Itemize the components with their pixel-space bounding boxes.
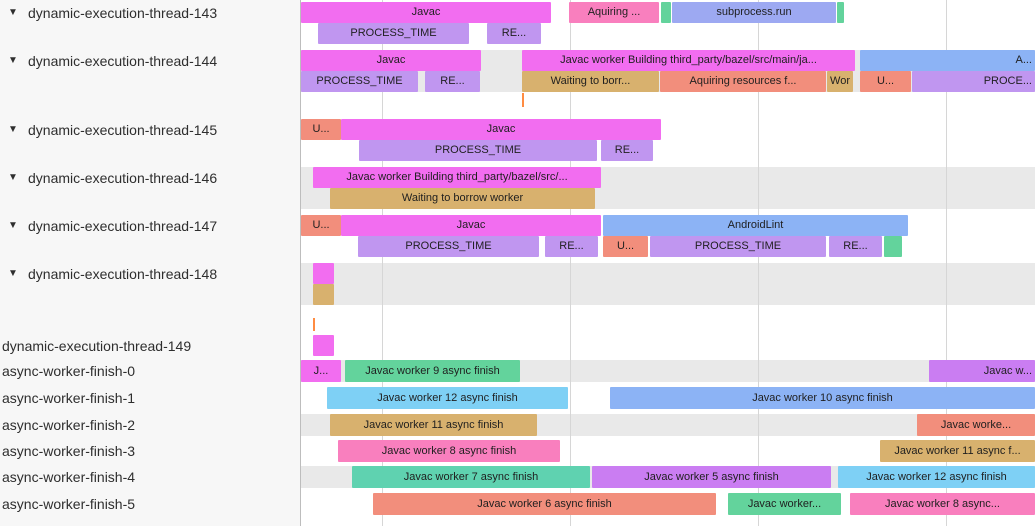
track-label-text: async-worker-finish-2: [2, 417, 136, 433]
track-label-async-worker-finish-1[interactable]: async-worker-finish-1: [0, 387, 300, 409]
timeline-span[interactable]: [661, 2, 671, 23]
track-label-text: dynamic-execution-thread-143: [28, 4, 218, 21]
timeline-span-process-time[interactable]: PROCESS_TIME: [318, 23, 469, 44]
track-label-text: async-worker-finish-5: [2, 496, 136, 512]
track-label-text: dynamic-execution-thread-147: [28, 217, 218, 234]
track-label-async-worker-finish-5[interactable]: async-worker-finish-5: [0, 493, 300, 515]
track-label-text: dynamic-execution-thread-146: [28, 169, 218, 186]
gridline: [382, 0, 383, 526]
track-label-text: async-worker-finish-4: [2, 469, 136, 485]
timeline-span-javac-worker-12-async-finish[interactable]: Javac worker 12 async finish: [838, 466, 1035, 488]
timeline-span-j-[interactable]: J...: [301, 360, 341, 382]
timeline-span-process-time[interactable]: PROCESS_TIME: [301, 71, 418, 92]
collapse-arrow-icon[interactable]: ▼: [8, 268, 18, 279]
track-label-text: dynamic-execution-thread-144: [28, 52, 218, 69]
timeline-span-javac-w-[interactable]: Javac w...: [929, 360, 1035, 382]
timeline-span-process-time[interactable]: PROCESS_TIME: [359, 140, 597, 161]
collapse-arrow-icon[interactable]: ▼: [8, 55, 18, 66]
timeline-span[interactable]: [313, 335, 334, 356]
track-label-dynamic-execution-thread-144[interactable]: ▼ dynamic-execution-thread-144: [0, 50, 300, 71]
timeline-span-javac[interactable]: Javac: [301, 2, 551, 23]
timeline-span-javac-worker-9-async-finish[interactable]: Javac worker 9 async finish: [345, 360, 520, 382]
timeline-span-javac-worker-7-async-finish[interactable]: Javac worker 7 async finish: [352, 466, 590, 488]
timeline-span-u-[interactable]: U...: [860, 71, 911, 92]
collapse-arrow-icon[interactable]: ▼: [8, 7, 18, 18]
timeline-span-process-time[interactable]: PROCESS_TIME: [358, 236, 539, 257]
timeline-span-javac[interactable]: Javac: [341, 215, 601, 236]
track-label-text: dynamic-execution-thread-148: [28, 265, 218, 282]
track-label-async-worker-finish-3[interactable]: async-worker-finish-3: [0, 440, 300, 462]
timeline-span-javac-worker-[interactable]: Javac worker...: [728, 493, 841, 515]
timeline-span-proce-[interactable]: PROCE...: [912, 71, 1035, 92]
track-label-async-worker-finish-2[interactable]: async-worker-finish-2: [0, 414, 300, 436]
timeline-span-u-[interactable]: U...: [301, 119, 341, 140]
track-label-text: async-worker-finish-0: [2, 363, 136, 379]
timeline-span-u-[interactable]: U...: [603, 236, 648, 257]
track-label-text: dynamic-execution-thread-149: [2, 337, 192, 354]
track-sidebar: ▼ dynamic-execution-thread-143 ▼ dynamic-ex…: [0, 0, 301, 526]
timeline-span-javac-worker-building-third-party-bazel-src-main-ja-[interactable]: Javac worker Building third_party/bazel/…: [522, 50, 855, 71]
gridline: [758, 0, 759, 526]
gridline: [570, 0, 571, 526]
track-label-text: async-worker-finish-3: [2, 443, 136, 459]
timeline-span-javac-worker-12-async-finish[interactable]: Javac worker 12 async finish: [327, 387, 568, 409]
timeline-span-waiting-to-borrow-worker[interactable]: Waiting to borrow worker: [330, 188, 595, 209]
timeline-span-javac-worker-6-async-finish[interactable]: Javac worker 6 async finish: [373, 493, 716, 515]
track-label-dynamic-execution-thread-149[interactable]: dynamic-execution-thread-149: [0, 335, 300, 356]
timeline-span[interactable]: [313, 284, 334, 305]
timeline-span-re-[interactable]: RE...: [487, 23, 541, 44]
timeline-span-javac-worker-building-third-party-bazel-src-[interactable]: Javac worker Building third_party/bazel/…: [313, 167, 601, 188]
collapse-arrow-icon[interactable]: ▼: [8, 172, 18, 183]
track-label-async-worker-finish-4[interactable]: async-worker-finish-4: [0, 466, 300, 488]
gridline: [946, 0, 947, 526]
timeline-span[interactable]: [884, 236, 902, 257]
timeline-span-process-time[interactable]: PROCESS_TIME: [650, 236, 826, 257]
timeline-span-waiting-to-borr-[interactable]: Waiting to borr...: [522, 71, 659, 92]
track-label-text: dynamic-execution-thread-145: [28, 121, 218, 138]
timeline-span[interactable]: [313, 263, 334, 284]
track-label-dynamic-execution-thread-146[interactable]: ▼ dynamic-execution-thread-146: [0, 167, 300, 188]
timeline-span-javac[interactable]: Javac: [341, 119, 661, 140]
timeline-span-androidlint[interactable]: AndroidLint: [603, 215, 908, 236]
timeline-span-aquiring-[interactable]: Aquiring ...: [569, 2, 659, 23]
track-label-dynamic-execution-thread-143[interactable]: ▼ dynamic-execution-thread-143: [0, 2, 300, 23]
timeline-span-u-[interactable]: U...: [301, 215, 341, 236]
timeline-span-javac-worke-[interactable]: Javac worke...: [917, 414, 1035, 436]
collapse-arrow-icon[interactable]: ▼: [8, 124, 18, 135]
track-label-dynamic-execution-thread-147[interactable]: ▼ dynamic-execution-thread-147: [0, 215, 300, 236]
collapse-arrow-icon[interactable]: ▼: [8, 220, 18, 231]
timeline-span-wor[interactable]: Wor: [827, 71, 853, 92]
timeline-span-re-[interactable]: RE...: [601, 140, 653, 161]
track-background: [301, 263, 1035, 305]
timeline-span[interactable]: [837, 2, 844, 23]
timeline-span-javac-worker-5-async-finish[interactable]: Javac worker 5 async finish: [592, 466, 831, 488]
timeline-span-javac-worker-8-async-[interactable]: Javac worker 8 async...: [850, 493, 1035, 515]
timeline-span-a-[interactable]: A...: [860, 50, 1035, 71]
timeline-span-javac-worker-11-async-f-[interactable]: Javac worker 11 async f...: [880, 440, 1035, 462]
timeline-span-javac[interactable]: Javac: [301, 50, 481, 71]
timeline-span-re-[interactable]: RE...: [425, 71, 480, 92]
track-label-async-worker-finish-0[interactable]: async-worker-finish-0: [0, 360, 300, 382]
timeline-span-re-[interactable]: RE...: [829, 236, 882, 257]
instant-event-tick[interactable]: [522, 93, 524, 107]
timeline-span-subprocess-run[interactable]: subprocess.run: [672, 2, 836, 23]
track-label-text: async-worker-finish-1: [2, 390, 136, 406]
timeline-span-aquiring-resources-f-[interactable]: Aquiring resources f...: [660, 71, 826, 92]
track-label-dynamic-execution-thread-148[interactable]: ▼ dynamic-execution-thread-148: [0, 263, 300, 284]
timeline-span-javac-worker-8-async-finish[interactable]: Javac worker 8 async finish: [338, 440, 560, 462]
track-label-dynamic-execution-thread-145[interactable]: ▼ dynamic-execution-thread-145: [0, 119, 300, 140]
instant-event-tick[interactable]: [313, 318, 315, 331]
timeline-span-javac-worker-11-async-finish[interactable]: Javac worker 11 async finish: [330, 414, 537, 436]
timeline-span-re-[interactable]: RE...: [545, 236, 598, 257]
timeline-span-javac-worker-10-async-finish[interactable]: Javac worker 10 async finish: [610, 387, 1035, 409]
